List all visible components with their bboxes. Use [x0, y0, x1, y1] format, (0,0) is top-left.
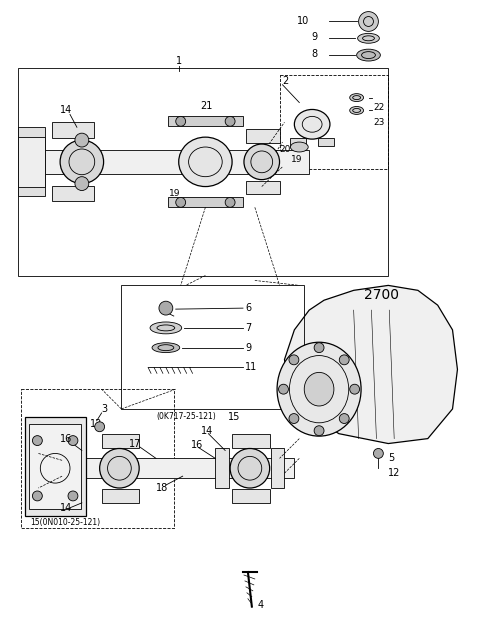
Bar [271, 449, 285, 488]
Text: 14: 14 [60, 503, 72, 512]
Text: 5: 5 [388, 454, 395, 463]
Circle shape [68, 436, 78, 445]
Text: 22: 22 [373, 103, 384, 112]
Circle shape [289, 355, 299, 365]
Circle shape [100, 449, 139, 488]
Circle shape [176, 197, 186, 207]
Text: 21: 21 [201, 100, 213, 111]
Bar [18, 137, 45, 187]
Ellipse shape [179, 137, 232, 187]
Bar [24, 417, 86, 516]
Text: (0K717-25-121): (0K717-25-121) [156, 412, 216, 421]
Text: 16: 16 [191, 440, 203, 449]
Circle shape [230, 449, 270, 488]
Bar [232, 434, 270, 447]
Circle shape [159, 301, 173, 315]
Polygon shape [285, 286, 457, 443]
Text: 10: 10 [297, 15, 309, 26]
Text: 2: 2 [283, 76, 289, 86]
Text: 19: 19 [291, 155, 303, 164]
Bar [290, 138, 306, 146]
Bar [246, 129, 279, 143]
Bar [121, 286, 304, 409]
Circle shape [350, 384, 360, 394]
Circle shape [225, 197, 235, 207]
Ellipse shape [277, 343, 361, 436]
Circle shape [244, 144, 279, 180]
Text: 17: 17 [129, 438, 142, 449]
Text: 15(0N010-25-121): 15(0N010-25-121) [30, 518, 101, 527]
Bar [18, 68, 388, 275]
Ellipse shape [290, 142, 308, 152]
Text: 20: 20 [279, 146, 291, 155]
Bar [279, 75, 388, 169]
Bar [232, 489, 270, 503]
Text: 4: 4 [258, 599, 264, 610]
Text: 14: 14 [201, 426, 213, 436]
Circle shape [75, 176, 89, 190]
Text: 15: 15 [228, 412, 240, 422]
Bar [33, 150, 309, 174]
Circle shape [33, 436, 42, 445]
Circle shape [314, 426, 324, 436]
Ellipse shape [150, 322, 182, 334]
Text: 19: 19 [169, 189, 180, 198]
Bar [216, 449, 229, 488]
Circle shape [225, 116, 235, 127]
Bar [102, 489, 139, 503]
Bar [62, 458, 294, 478]
Text: 3: 3 [102, 404, 108, 414]
Bar [52, 122, 94, 138]
Text: 14: 14 [60, 105, 72, 116]
Circle shape [75, 133, 89, 147]
Text: 8: 8 [311, 49, 317, 59]
Ellipse shape [152, 343, 180, 353]
Bar [21, 389, 174, 528]
Ellipse shape [350, 94, 363, 102]
Bar [18, 127, 45, 196]
Bar [246, 181, 279, 194]
Circle shape [60, 140, 104, 183]
Text: 7: 7 [245, 323, 251, 333]
Circle shape [95, 422, 105, 432]
Ellipse shape [304, 373, 334, 406]
Circle shape [314, 343, 324, 353]
Bar [29, 424, 81, 509]
Circle shape [373, 449, 384, 458]
Circle shape [339, 413, 349, 424]
Text: 23: 23 [373, 118, 385, 127]
Ellipse shape [358, 33, 379, 43]
Text: 16: 16 [60, 434, 72, 443]
Text: 12: 12 [388, 468, 401, 478]
Text: 2700: 2700 [363, 288, 398, 302]
Bar [318, 138, 334, 146]
Circle shape [176, 116, 186, 127]
Circle shape [359, 12, 378, 31]
Circle shape [68, 491, 78, 501]
Text: 6: 6 [245, 303, 251, 313]
Text: 9: 9 [311, 33, 317, 42]
Text: 11: 11 [245, 362, 257, 373]
Ellipse shape [294, 109, 330, 139]
Circle shape [278, 384, 288, 394]
Circle shape [289, 413, 299, 424]
Bar [168, 116, 243, 127]
Bar [52, 185, 94, 201]
Circle shape [33, 491, 42, 501]
Bar [168, 197, 243, 207]
Ellipse shape [350, 107, 363, 114]
Text: 13: 13 [90, 419, 102, 429]
Text: 18: 18 [156, 483, 168, 493]
Circle shape [339, 355, 349, 365]
Text: 1: 1 [176, 56, 182, 66]
Bar [102, 434, 139, 447]
Ellipse shape [357, 49, 380, 61]
Text: 9: 9 [245, 343, 251, 353]
